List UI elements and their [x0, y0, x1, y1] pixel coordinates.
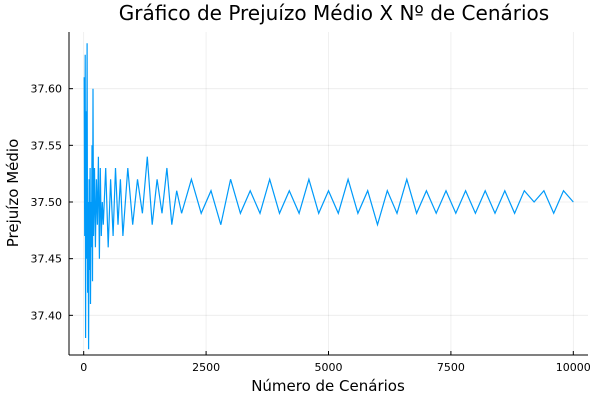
x-tick-label: 2500: [192, 361, 220, 374]
y-tick-label: 37.50: [31, 196, 63, 209]
y-ticks: 37.40 37.45 37.50 37.55 37.60: [31, 83, 73, 322]
x-tick-label: 7500: [437, 361, 465, 374]
chart-title: Gráfico de Prejuízo Médio X Nº de Cenári…: [119, 1, 549, 25]
x-tick-label: 0: [80, 361, 87, 374]
y-tick-label: 37.40: [31, 309, 63, 322]
y-tick-label: 37.55: [31, 139, 63, 152]
x-tick-label: 5000: [315, 361, 343, 374]
x-axis-label: Número de Cenários: [251, 377, 405, 395]
grid: [69, 32, 588, 355]
series-line: [83, 43, 574, 350]
y-tick-label: 37.60: [31, 83, 63, 96]
y-axis-label: Prejuízo Médio: [4, 139, 22, 248]
x-tick-label: 10000: [556, 361, 591, 374]
y-tick-label: 37.45: [31, 253, 63, 266]
x-ticks: 0 2500 5000 7500 10000: [80, 351, 591, 374]
